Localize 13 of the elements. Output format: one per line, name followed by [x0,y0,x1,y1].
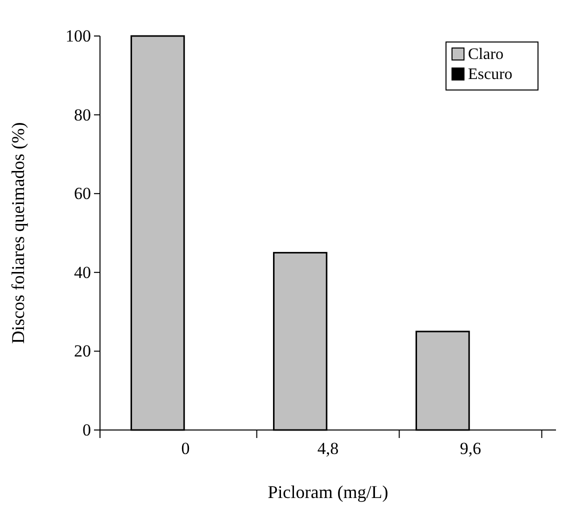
y-tick-label: 80 [74,105,91,124]
x-axis-title: Picloram (mg/L) [268,482,388,502]
x-tick-label: 4,8 [317,439,339,458]
y-tick-label: 0 [82,420,91,440]
y-tick-label: 100 [66,26,91,46]
legend-label: Claro [468,46,504,63]
x-tick-label: 9,6 [460,439,482,458]
y-axis-title: Discos foliares queimados (%) [8,122,28,344]
y-tick-label: 20 [74,342,91,361]
y-tick-label: 60 [74,184,91,204]
y-tick-label: 40 [74,262,91,282]
legend-label: Escuro [468,66,512,83]
x-tick-label: 0 [181,439,190,458]
